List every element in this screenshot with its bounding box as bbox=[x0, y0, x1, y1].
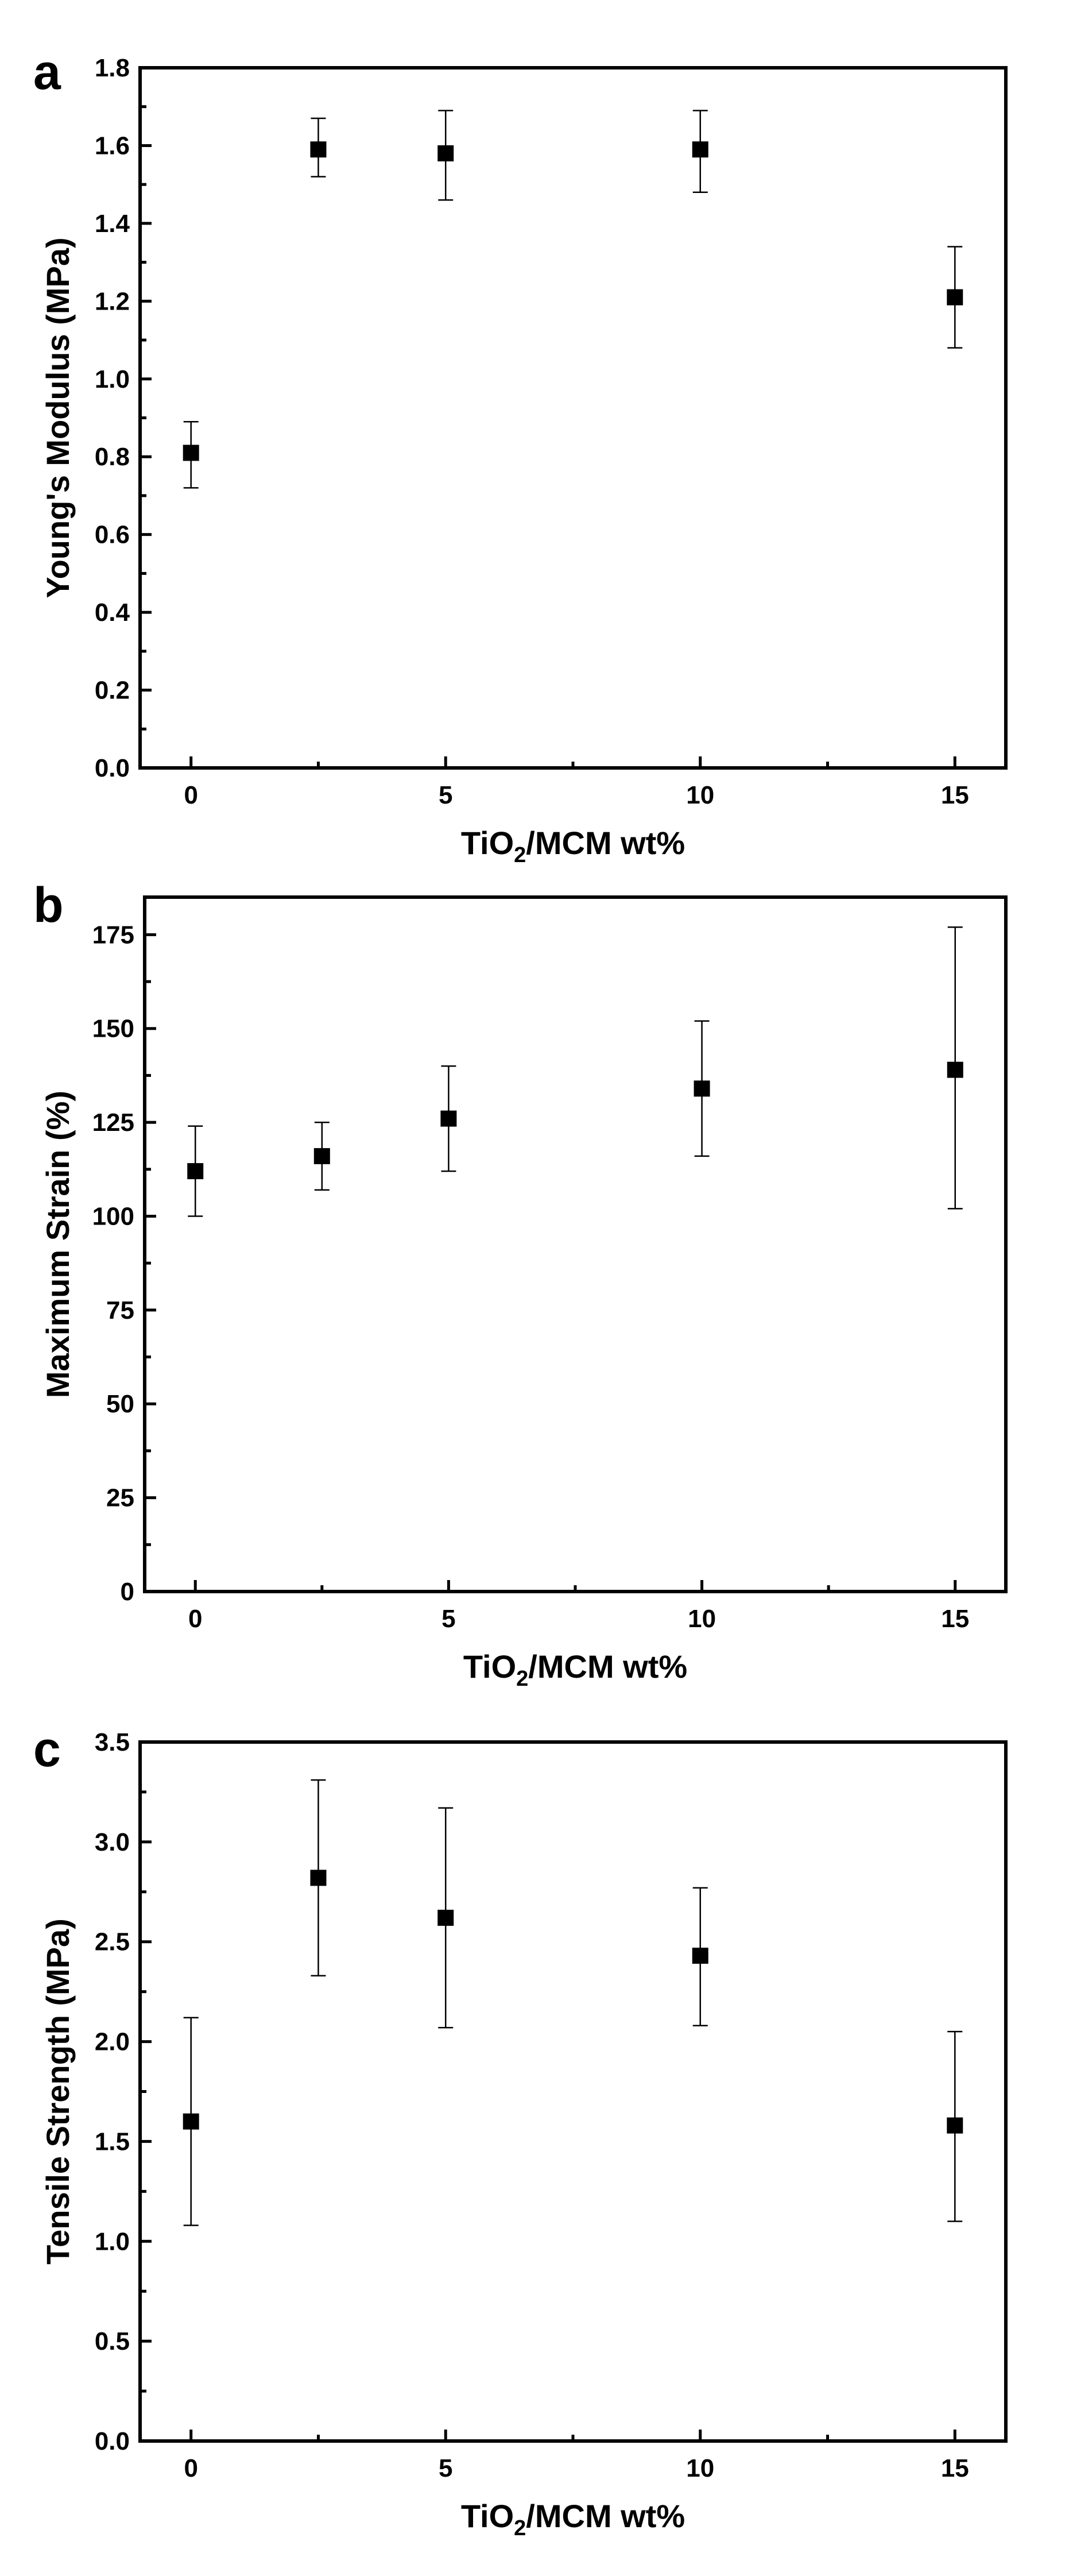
y-axis-title: Young's Modulus (MPa) bbox=[40, 237, 76, 598]
panel-letter: a bbox=[33, 45, 61, 100]
data-point-group bbox=[437, 1807, 454, 2029]
y-tick-label: 75 bbox=[106, 1296, 134, 1324]
x-tick-label: 15 bbox=[941, 1605, 969, 1633]
data-point-group bbox=[694, 1020, 710, 1157]
x-tick-label: 5 bbox=[439, 781, 452, 809]
x-tick-label: 5 bbox=[441, 1605, 455, 1633]
data-point-marker bbox=[310, 141, 327, 158]
data-point-group bbox=[187, 1125, 204, 1217]
data-point-group bbox=[437, 110, 454, 201]
y-tick-label: 1.4 bbox=[95, 210, 130, 238]
x-tick-label: 0 bbox=[184, 2454, 197, 2482]
y-tick-label: 0.0 bbox=[95, 2427, 130, 2455]
data-point-marker bbox=[947, 1061, 963, 1078]
data-point-marker bbox=[947, 289, 963, 306]
data-point-group bbox=[310, 117, 327, 177]
y-tick-label: 3.0 bbox=[95, 1828, 130, 1856]
y-tick-label: 0.2 bbox=[95, 677, 130, 705]
chart-panel-c: c 0 5 10 15 0.0 0.5 1.0 1.5 2.0 2.5 3.0 3.5 TiO2/MCM … bbox=[33, 1722, 1008, 2540]
y-tick-label: 3.5 bbox=[95, 1728, 130, 1756]
y-tick-label: 0.6 bbox=[95, 521, 130, 549]
data-point-group bbox=[183, 421, 199, 489]
x-axis-title-subscript: 2 bbox=[514, 843, 526, 867]
data-point-marker bbox=[187, 1163, 204, 1180]
y-tick-label: 125 bbox=[92, 1109, 134, 1137]
x-tick-label: 0 bbox=[184, 781, 197, 809]
data-point-group bbox=[692, 1887, 708, 2027]
y-tick-label: 0 bbox=[121, 1578, 134, 1606]
data-point-marker bbox=[313, 1148, 330, 1164]
x-axis-title-subscript: 2 bbox=[516, 1667, 528, 1691]
y-tick-label: 150 bbox=[92, 1015, 134, 1043]
data-point-group bbox=[310, 1779, 327, 1977]
y-tick-label: 50 bbox=[106, 1390, 134, 1418]
y-axis-title: Tensile Strength (MPa) bbox=[40, 1918, 76, 2265]
data-point-marker bbox=[692, 1948, 708, 1964]
x-tick-label: 5 bbox=[439, 2454, 452, 2482]
x-tick-label: 10 bbox=[686, 2454, 714, 2482]
x-axis-title-main: TiO bbox=[461, 825, 514, 861]
data-point-marker bbox=[694, 1080, 710, 1097]
panels: a 0 5 10 15 0.0 0.2 0.4 0.6 0.8 1.0 1.2 1.4 1.6 1.8 TiO… bbox=[33, 45, 1008, 2540]
panel-letter: b bbox=[33, 878, 64, 933]
data-point-marker bbox=[440, 1110, 457, 1127]
x-axis-title: TiO2/MCM wt% bbox=[463, 1648, 687, 1691]
data-point-group bbox=[183, 2017, 199, 2226]
data-point-group bbox=[947, 926, 963, 1210]
y-tick-label: 0.4 bbox=[95, 598, 130, 627]
x-axis-title-main: TiO bbox=[463, 1648, 516, 1685]
data-point-marker bbox=[692, 141, 708, 158]
x-axis-title-main: TiO bbox=[461, 2498, 514, 2534]
y-tick-label: 0.0 bbox=[95, 754, 130, 782]
x-tick-label: 10 bbox=[688, 1605, 716, 1633]
y-tick-label: 1.5 bbox=[95, 2127, 130, 2156]
x-axis-title-subscript: 2 bbox=[514, 2516, 526, 2540]
data-point-group bbox=[313, 1121, 330, 1191]
y-tick-label: 0.5 bbox=[95, 2327, 130, 2355]
data-point-marker bbox=[437, 1909, 454, 1926]
data-point-group bbox=[692, 110, 708, 193]
y-tick-label: 1.6 bbox=[95, 132, 130, 160]
x-axis-title-rest: /MCM wt% bbox=[528, 1648, 687, 1685]
panel-letter: c bbox=[33, 1722, 61, 1777]
y-tick-label: 100 bbox=[92, 1202, 134, 1230]
x-axis-title-rest: /MCM wt% bbox=[526, 2498, 685, 2534]
x-tick-label: 10 bbox=[686, 781, 714, 809]
x-axis-title: TiO2/MCM wt% bbox=[461, 825, 685, 867]
data-point-marker bbox=[947, 2117, 963, 2134]
y-tick-label: 1.0 bbox=[95, 2227, 130, 2256]
y-tick-label: 1.0 bbox=[95, 365, 130, 393]
x-tick-label: 15 bbox=[941, 781, 969, 809]
y-tick-label: 1.8 bbox=[95, 54, 130, 82]
x-axis-title: TiO2/MCM wt% bbox=[461, 2498, 685, 2540]
data-point-marker bbox=[183, 445, 199, 461]
y-tick-label: 1.2 bbox=[95, 287, 130, 315]
chart-panel-a: a 0 5 10 15 0.0 0.2 0.4 0.6 0.8 1.0 1.2 1.4 1.6 1.8 TiO… bbox=[33, 45, 1008, 867]
data-point-group bbox=[440, 1065, 457, 1172]
data-point-marker bbox=[310, 1870, 327, 1886]
y-tick-label: 25 bbox=[106, 1484, 134, 1512]
x-tick-label: 15 bbox=[941, 2454, 969, 2482]
y-tick-label: 0.8 bbox=[95, 443, 130, 471]
data-point-group bbox=[947, 246, 963, 349]
data-point-marker bbox=[437, 145, 454, 161]
y-axis-title: Maximum Strain (%) bbox=[40, 1091, 76, 1398]
y-tick-label: 175 bbox=[92, 921, 134, 949]
y-tick-label: 2.5 bbox=[95, 1928, 130, 1956]
data-point-marker bbox=[183, 2113, 199, 2130]
data-point-group bbox=[947, 2030, 963, 2222]
x-axis-title-rest: /MCM wt% bbox=[526, 825, 685, 861]
y-tick-label: 2.0 bbox=[95, 2028, 130, 2056]
x-tick-label: 0 bbox=[188, 1605, 202, 1633]
